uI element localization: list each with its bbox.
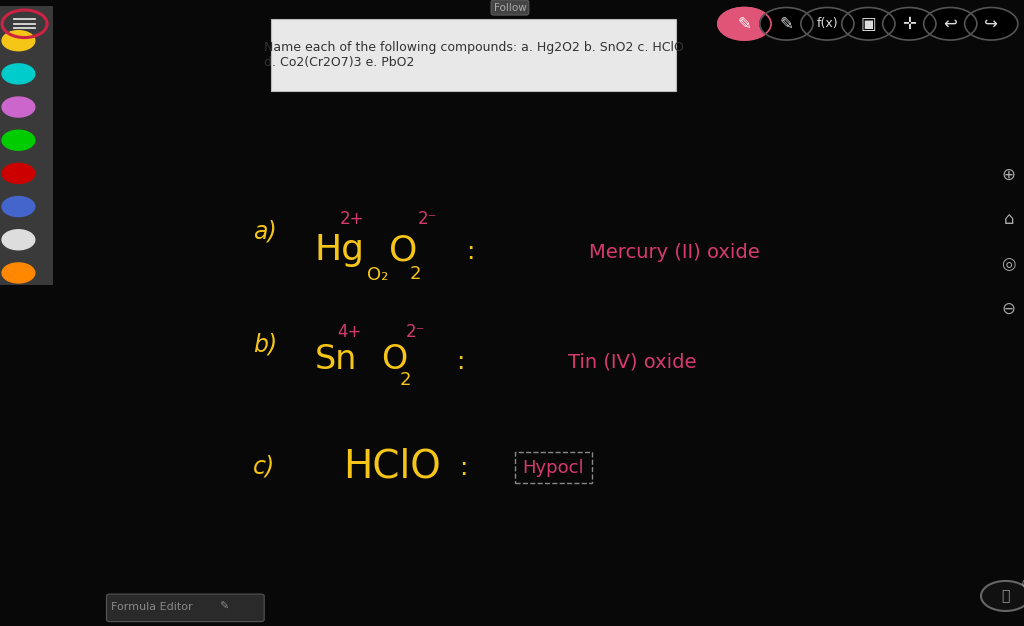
Text: b): b): [253, 332, 278, 356]
Text: Mercury (II) oxide: Mercury (II) oxide: [589, 243, 760, 262]
FancyBboxPatch shape: [106, 594, 264, 622]
Text: ↩: ↩: [943, 15, 957, 33]
Text: c): c): [253, 454, 275, 478]
Bar: [0, 6, 53, 285]
Text: ↪: ↪: [984, 15, 998, 33]
Circle shape: [965, 8, 1018, 40]
Text: ◎: ◎: [1001, 255, 1016, 273]
Text: ▣: ▣: [860, 15, 877, 33]
Text: 👤: 👤: [1001, 589, 1010, 603]
Circle shape: [2, 163, 35, 183]
Text: 2⁻: 2⁻: [406, 323, 425, 341]
Circle shape: [981, 581, 1024, 611]
Text: O: O: [381, 344, 408, 376]
Text: HClO: HClO: [343, 448, 440, 485]
Text: ✛: ✛: [902, 15, 916, 33]
Circle shape: [883, 8, 936, 40]
FancyBboxPatch shape: [271, 19, 676, 91]
Circle shape: [760, 8, 813, 40]
Text: ✎: ✎: [218, 602, 228, 612]
Text: 0: 0: [1021, 580, 1024, 589]
Text: ✎: ✎: [737, 15, 752, 33]
Text: :: :: [459, 456, 467, 480]
Circle shape: [842, 8, 895, 40]
Circle shape: [924, 8, 977, 40]
Text: O₂: O₂: [367, 267, 388, 284]
Text: ⌂: ⌂: [1004, 210, 1014, 228]
Circle shape: [2, 31, 35, 51]
Circle shape: [2, 263, 35, 283]
Circle shape: [2, 97, 35, 117]
Text: Sn: Sn: [314, 344, 356, 376]
Text: :: :: [466, 240, 474, 264]
Circle shape: [2, 130, 35, 150]
Text: O: O: [389, 233, 418, 267]
Text: Hg: Hg: [314, 233, 365, 267]
Text: Follow: Follow: [494, 3, 526, 13]
Text: 2+: 2+: [340, 210, 365, 228]
Circle shape: [718, 8, 771, 40]
Text: Hypocl: Hypocl: [522, 459, 585, 476]
Circle shape: [801, 8, 854, 40]
Text: a): a): [253, 220, 276, 244]
Text: Formula Editor: Formula Editor: [111, 602, 193, 612]
Text: 2: 2: [399, 371, 411, 389]
Circle shape: [2, 197, 35, 217]
Text: ⊖: ⊖: [1001, 300, 1016, 317]
Circle shape: [2, 64, 35, 84]
Text: :: :: [456, 350, 464, 374]
Text: ⊕: ⊕: [1001, 167, 1016, 184]
Text: 4+: 4+: [337, 323, 361, 341]
Circle shape: [2, 230, 35, 250]
Text: Tin (IV) oxide: Tin (IV) oxide: [568, 352, 696, 371]
Text: Name each of the following compounds: a. Hg2O2 b. SnO2 c. HClO
d. Co2(Cr2O7)3 e.: Name each of the following compounds: a.…: [263, 41, 684, 69]
Text: ✎: ✎: [779, 15, 794, 33]
Text: f(x): f(x): [816, 18, 839, 30]
Text: 2⁻: 2⁻: [418, 210, 437, 228]
Text: 2: 2: [410, 265, 421, 282]
Bar: [515, 452, 592, 483]
